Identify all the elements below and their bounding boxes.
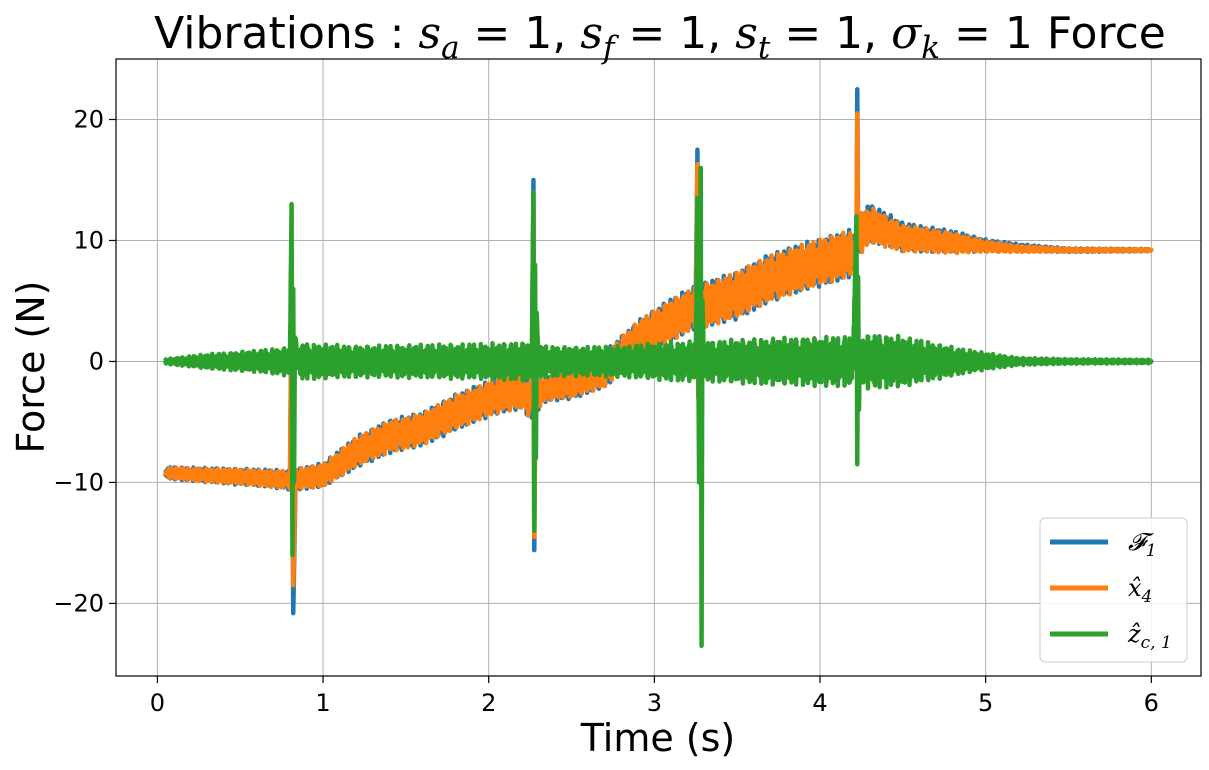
y-axis-label: Force (N) bbox=[9, 281, 53, 454]
title-term-value: = 1 bbox=[940, 8, 1033, 59]
title-term-sub: t bbox=[758, 30, 771, 66]
title-term-symbol: σ bbox=[891, 8, 923, 59]
title-term-symbol: s bbox=[735, 8, 758, 59]
title-term-sub: k bbox=[921, 30, 940, 66]
legend: 𝓕1x̂4ẑc, 1 bbox=[1039, 517, 1188, 663]
legend-label: x̂4 bbox=[1128, 574, 1152, 607]
title-term-value: = 1, bbox=[770, 8, 891, 59]
series-line bbox=[163, 165, 1154, 648]
plot-frame bbox=[115, 58, 1202, 677]
x-tick-label: 1 bbox=[315, 689, 330, 717]
x-axis-label: Time (s) bbox=[580, 716, 736, 760]
series-line bbox=[163, 111, 1154, 588]
x-tick-label: 5 bbox=[978, 689, 993, 717]
title-term-symbol: s bbox=[580, 8, 603, 59]
title-suffix: Force bbox=[1033, 8, 1166, 59]
x-tick-label: 0 bbox=[150, 689, 165, 717]
chart-title: Vibrations : sa = 1, sf = 1, st = 1, σk … bbox=[154, 8, 1166, 66]
y-ticks: −20 −10 0 10 20 bbox=[53, 105, 116, 617]
x-tick-label: 4 bbox=[812, 689, 827, 717]
title-term-value: = 1, bbox=[614, 8, 735, 59]
title-term-symbol: s bbox=[418, 8, 441, 59]
title-prefix: Vibrations : bbox=[154, 8, 418, 59]
legend-label: ẑc, 1 bbox=[1127, 620, 1172, 653]
x-tick-label: 6 bbox=[1144, 689, 1159, 717]
x-tick-label: 3 bbox=[647, 689, 662, 717]
legend-box bbox=[1039, 517, 1188, 663]
y-tick-label: −10 bbox=[53, 468, 104, 496]
y-tick-label: −20 bbox=[53, 589, 104, 617]
x-tick-label: 2 bbox=[481, 689, 496, 717]
x-ticks: 0 1 2 3 4 5 6 bbox=[150, 676, 1159, 717]
y-tick-label: 20 bbox=[73, 105, 104, 133]
title-term-value: = 1, bbox=[460, 8, 581, 59]
y-tick-label: 10 bbox=[73, 226, 104, 254]
title-term-sub: a bbox=[441, 30, 459, 66]
y-tick-label: 0 bbox=[89, 347, 104, 375]
